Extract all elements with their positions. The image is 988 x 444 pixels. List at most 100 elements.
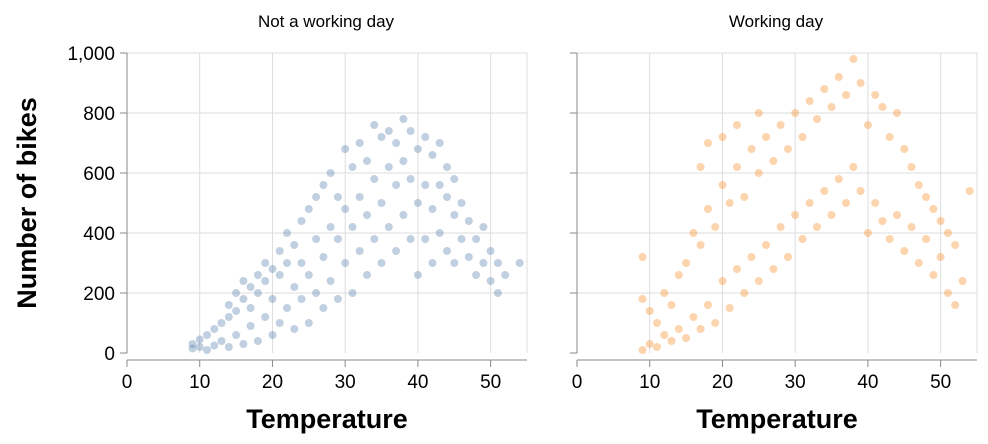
data-point: [951, 241, 960, 249]
data-point: [348, 289, 357, 297]
data-point: [377, 259, 386, 267]
data-point: [399, 157, 408, 165]
data-point: [421, 235, 430, 243]
data-point: [849, 55, 858, 63]
data-point: [355, 139, 364, 147]
data-point: [370, 121, 379, 129]
data-point: [893, 109, 901, 117]
facet-left: Not a working day 0 10 20 30 40 50 0 200 400 600 8…: [67, 12, 528, 393]
data-point: [406, 235, 415, 243]
data-point: [907, 163, 916, 171]
data-point: [319, 304, 328, 312]
data-point: [711, 223, 720, 231]
data-point: [486, 247, 495, 255]
data-point: [871, 199, 880, 207]
data-point: [820, 187, 829, 195]
data-point: [283, 229, 291, 237]
data-point: [849, 163, 858, 171]
data-point: [384, 223, 393, 231]
data-point: [776, 223, 785, 231]
data-point: [762, 133, 771, 141]
x-tick-label: 40: [407, 372, 428, 393]
data-point: [457, 235, 466, 243]
points-left: [188, 115, 524, 354]
x-axis-title-left: Temperature: [246, 404, 408, 434]
data-point: [893, 211, 901, 219]
data-point: [363, 157, 371, 165]
data-point: [464, 217, 473, 225]
points-right: [638, 55, 974, 354]
data-point: [319, 181, 328, 189]
grid-right: 0 10 20 30 40 50: [570, 52, 978, 393]
data-point: [188, 340, 197, 348]
data-point: [203, 331, 211, 339]
data-point: [689, 313, 698, 321]
data-point: [283, 304, 291, 312]
y-tick-label: 200: [83, 284, 115, 305]
data-point: [951, 301, 960, 309]
data-point: [210, 341, 219, 350]
data-point: [667, 337, 676, 345]
data-point: [820, 85, 829, 93]
data-point: [682, 259, 691, 267]
data-point: [319, 253, 328, 261]
data-point: [472, 271, 481, 279]
data-point: [798, 133, 807, 141]
data-point: [384, 127, 393, 135]
data-point: [929, 271, 938, 279]
data-point: [435, 139, 444, 147]
data-point: [326, 277, 335, 285]
data-point: [333, 235, 342, 243]
data-point: [682, 334, 691, 342]
data-point: [769, 265, 778, 273]
data-point: [769, 157, 778, 165]
x-tick-label: 50: [480, 372, 501, 393]
x-tick-label: 20: [712, 372, 733, 393]
data-point: [493, 259, 502, 267]
data-point: [696, 163, 705, 171]
data-point: [421, 181, 430, 189]
x-tick-label: 30: [785, 372, 806, 393]
data-point: [224, 313, 233, 321]
data-point: [348, 163, 357, 171]
data-point: [718, 181, 727, 189]
data-point: [399, 115, 408, 123]
data-point: [914, 259, 923, 267]
y-tick-label: 0: [104, 344, 115, 365]
data-point: [392, 139, 401, 147]
data-point: [239, 277, 248, 285]
data-point: [696, 325, 705, 333]
data-point: [413, 199, 422, 207]
data-point: [689, 229, 698, 237]
data-point: [275, 247, 284, 255]
x-axis-title-right: Temperature: [696, 404, 858, 434]
facet-title-left: Not a working day: [258, 12, 395, 31]
x-tick-label: 40: [857, 372, 878, 393]
data-point: [312, 289, 321, 297]
data-point: [645, 340, 654, 348]
data-point: [871, 91, 880, 99]
data-point: [696, 241, 705, 249]
data-point: [435, 181, 444, 189]
data-point: [246, 283, 255, 291]
data-point: [210, 325, 219, 333]
x-tick-label: 20: [262, 372, 283, 393]
data-point: [747, 145, 756, 153]
data-point: [246, 304, 255, 312]
data-point: [348, 223, 357, 231]
data-point: [261, 259, 270, 267]
data-point: [297, 295, 306, 303]
data-point: [754, 277, 763, 285]
data-point: [312, 193, 321, 201]
data-point: [413, 145, 422, 153]
data-point: [667, 301, 676, 309]
data-point: [958, 277, 967, 285]
data-point: [900, 145, 909, 153]
data-point: [203, 346, 211, 354]
data-point: [878, 217, 887, 225]
data-point: [965, 187, 974, 195]
data-point: [341, 205, 350, 213]
data-point: [703, 139, 712, 147]
data-point: [443, 247, 451, 255]
